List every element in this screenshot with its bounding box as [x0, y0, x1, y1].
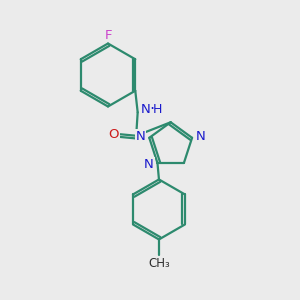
Text: N: N	[196, 130, 206, 143]
Text: ·: ·	[149, 102, 154, 117]
Text: CH₃: CH₃	[148, 257, 170, 270]
Text: N: N	[136, 130, 146, 143]
Text: O: O	[108, 128, 119, 141]
Text: N: N	[141, 103, 151, 116]
Text: H: H	[152, 103, 162, 116]
Text: F: F	[104, 28, 112, 42]
Text: N: N	[144, 158, 154, 171]
